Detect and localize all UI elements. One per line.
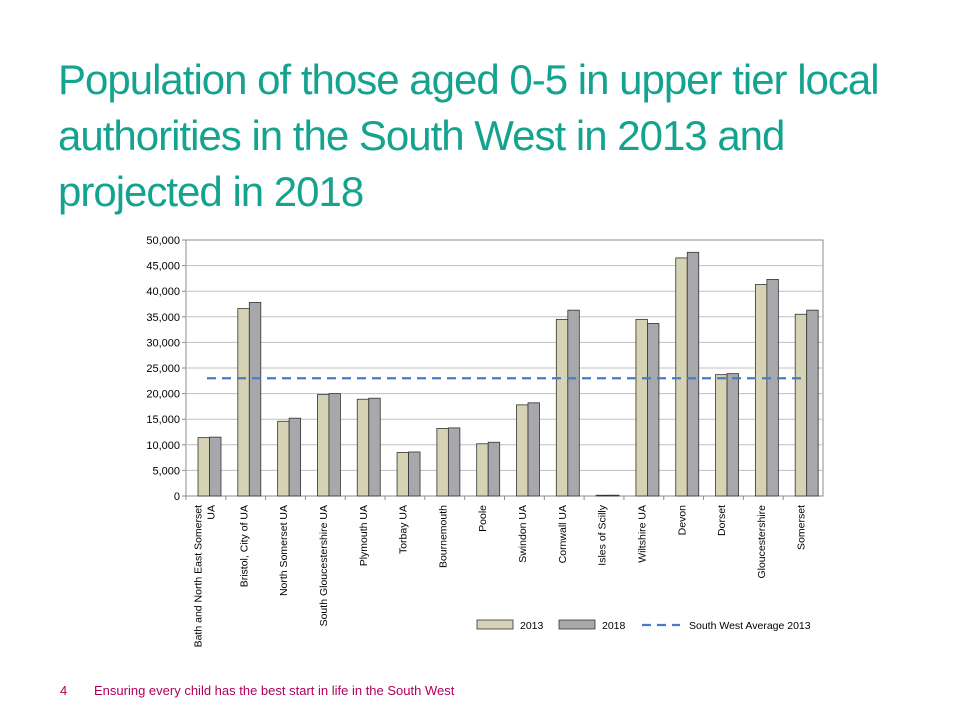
bar-2013 xyxy=(436,428,449,497)
bar-2013 xyxy=(197,437,210,497)
bar-2013 xyxy=(356,398,370,497)
y-tick-label: 20,000 xyxy=(146,389,180,401)
bar-2018 xyxy=(806,309,819,497)
bar-2013 xyxy=(237,308,250,497)
x-category-label: North Somerset UA xyxy=(278,505,290,596)
legend-swatch-2018 xyxy=(558,619,596,630)
bar-2013 xyxy=(516,404,529,497)
bar-2018 xyxy=(288,417,302,497)
bar-2018 xyxy=(567,309,580,497)
bar-2013 xyxy=(635,318,648,497)
x-category-label: Somerset xyxy=(796,505,808,550)
x-category-label: Gloucestershire xyxy=(756,505,768,579)
y-tick-label: 35,000 xyxy=(146,312,180,324)
bar-2013 xyxy=(794,313,808,497)
bar-2013 xyxy=(277,420,290,497)
legend-swatch-2013 xyxy=(476,619,514,630)
x-category-label: Bournemouth xyxy=(437,505,449,568)
x-category-label: Plymouth UA xyxy=(358,505,370,566)
x-category-label: Dorset xyxy=(716,505,728,536)
y-tick-label: 25,000 xyxy=(146,363,180,375)
bar-2013 xyxy=(317,394,330,497)
bar-2013 xyxy=(754,284,768,497)
bar-2018 xyxy=(209,436,222,497)
y-tick-label: 45,000 xyxy=(146,261,180,273)
x-category-label: Isles of Scilly xyxy=(597,504,609,565)
bar-2013 xyxy=(595,494,609,497)
bar-2018 xyxy=(368,397,381,497)
bar-2018 xyxy=(408,451,421,497)
x-category-label: Poole xyxy=(477,505,489,532)
bar-2018 xyxy=(328,393,341,497)
bar-2018 xyxy=(527,402,540,497)
bar-2018 xyxy=(248,302,262,497)
y-tick-label: 50,000 xyxy=(146,235,180,247)
bar-2018 xyxy=(447,427,461,497)
bar-2018 xyxy=(766,279,779,497)
bar-2013 xyxy=(555,318,569,497)
footer-text: Ensuring every child has the best start … xyxy=(94,683,455,698)
x-category-label: Cornwall UA xyxy=(557,505,569,563)
bar-2013 xyxy=(675,257,688,497)
y-tick-label: 0 xyxy=(174,491,180,503)
bar-2018 xyxy=(686,251,700,497)
x-category-label: Torbay UA xyxy=(398,505,410,554)
bar-2013 xyxy=(396,452,409,497)
chart-container: 0 5,000 10,000 15,000 20,000 25,000 30,000 35,0… xyxy=(120,225,840,655)
y-tick-label: 40,000 xyxy=(146,286,180,298)
slide-title: Population of those aged 0-5 in upper ti… xyxy=(58,56,880,215)
x-category-label: Devon xyxy=(676,505,688,536)
x-category-label: Bristol, City of UA xyxy=(238,505,250,587)
y-tick-label: 5,000 xyxy=(152,465,180,477)
x-category-label: Wiltshire UA xyxy=(636,505,648,563)
bar-2018 xyxy=(647,323,660,497)
legend-label-average: South West Average 2013 xyxy=(689,620,811,632)
bar-2013 xyxy=(476,443,489,497)
y-tick-label: 10,000 xyxy=(146,440,180,452)
legend-label-2018: 2018 xyxy=(602,620,626,632)
x-category-label: UA xyxy=(206,505,218,520)
y-tick-label: 30,000 xyxy=(146,337,180,349)
x-category-label: Bath and North East Somerset xyxy=(193,505,205,647)
page-number: 4 xyxy=(60,683,68,698)
bar-2018 xyxy=(726,373,739,497)
bar-chart: 0 5,000 10,000 15,000 20,000 25,000 30,000 35,0… xyxy=(146,235,824,647)
bar-2018 xyxy=(487,441,501,497)
bar-2013 xyxy=(715,374,728,497)
legend-label-2013: 2013 xyxy=(520,620,544,632)
x-category-label: Swindon UA xyxy=(517,505,529,563)
y-tick-label: 15,000 xyxy=(146,414,180,426)
x-category-label: South Gloucestershire UA xyxy=(318,505,330,626)
bar-2018 xyxy=(607,494,620,497)
